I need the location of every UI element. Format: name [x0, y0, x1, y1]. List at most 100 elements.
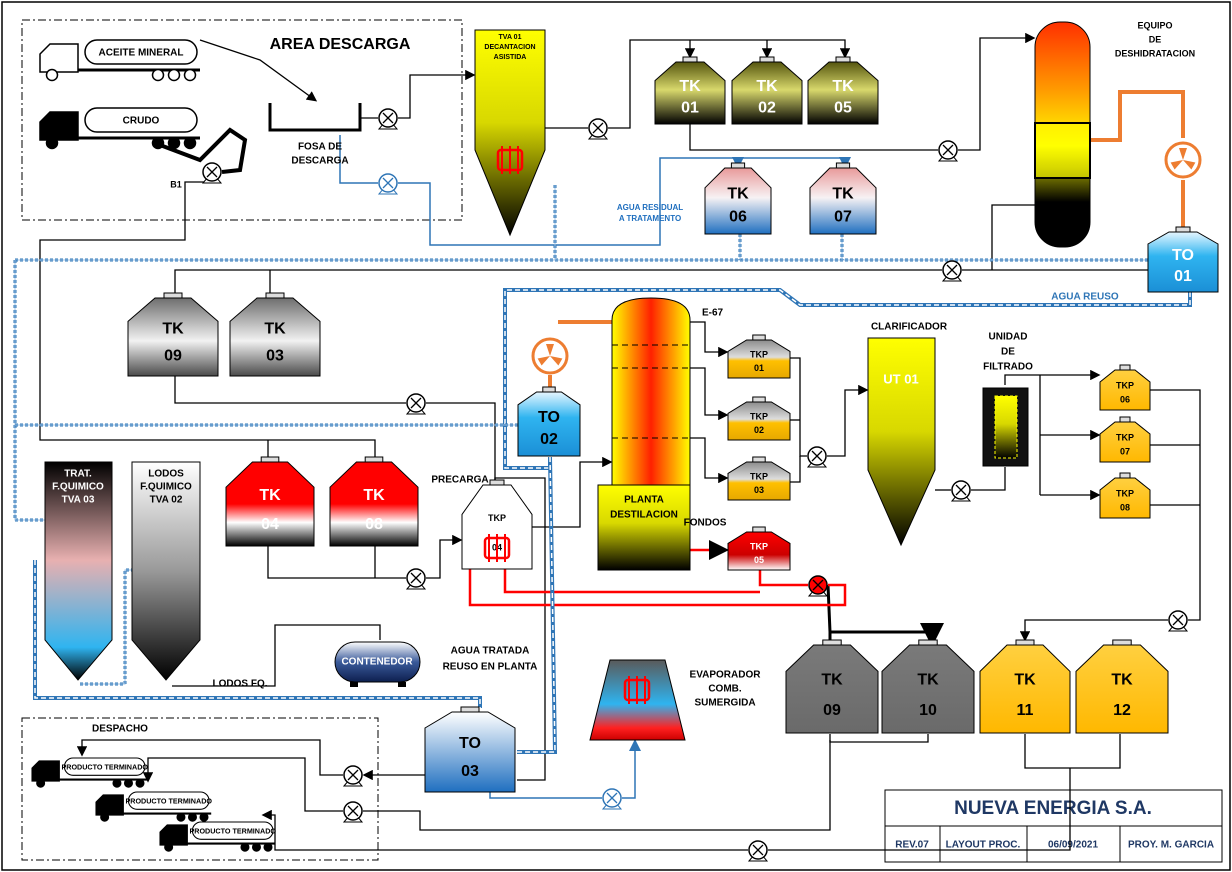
pump: [808, 447, 826, 467]
despacho-title: DESPACHO: [92, 724, 148, 735]
truck-label: PRODUCTO TERMINADO: [189, 826, 276, 835]
label: F.QUIMICO: [140, 482, 192, 493]
truck-label: PRODUCTO TERMINADO: [61, 762, 148, 771]
tank-tag: TK: [832, 186, 854, 203]
tank: [980, 645, 1070, 733]
label: COMB.: [708, 684, 742, 695]
tank-number: 06: [729, 209, 747, 226]
truck-wheel: [125, 779, 133, 787]
tank-tag: TK: [162, 320, 184, 337]
pump: [379, 109, 397, 129]
tank-tag: TO: [538, 409, 560, 426]
pipe: [426, 540, 460, 578]
pipe: [830, 734, 928, 742]
tank-tag: TK: [1014, 671, 1036, 688]
truck-wheel: [169, 70, 180, 81]
tank-tag: TK: [756, 78, 778, 95]
tank-cap: [164, 293, 182, 298]
tank-tag: TK: [259, 487, 281, 504]
pump: [939, 141, 957, 161]
tank-tag: TKP: [750, 472, 768, 482]
truck-wheel: [113, 779, 121, 787]
truck-cab: [96, 795, 123, 815]
pipe-water: [505, 290, 1190, 468]
tank-number: 08: [1120, 502, 1130, 512]
tank-tag: TKP: [750, 542, 768, 552]
distillation-column: [612, 298, 690, 485]
tank-tag: TK: [727, 186, 749, 203]
filter-media: [995, 396, 1017, 458]
tank-number: 07: [834, 209, 852, 226]
tank-number: 08: [365, 516, 383, 533]
tank-number: 05: [754, 555, 764, 565]
tank-number: 09: [823, 702, 841, 719]
label: UNIDAD: [989, 332, 1028, 343]
pipe: [790, 456, 800, 482]
tank-tag: TKP: [1116, 488, 1134, 498]
pump: [943, 261, 961, 281]
truck-wheel: [200, 813, 208, 821]
tank-tag: TK: [917, 671, 939, 688]
container-leg: [350, 682, 358, 687]
tank-cap: [1120, 417, 1130, 422]
tank-tag: TKP: [750, 412, 768, 422]
tank-number: 12: [1113, 702, 1131, 719]
pump: [809, 576, 827, 596]
tank-number: 07: [1120, 446, 1130, 456]
truck-label: PRODUCTO TERMINADO: [125, 796, 212, 805]
pipe: [1005, 375, 1098, 385]
tank-number: 01: [681, 100, 699, 117]
label: B1: [170, 179, 182, 189]
tank-number: 03: [266, 348, 284, 365]
tank-cap: [461, 707, 479, 712]
label: PRECARGA: [431, 475, 488, 486]
label: DE: [1149, 34, 1162, 44]
tank-number: 01: [1174, 268, 1192, 285]
tank-number: 02: [540, 431, 558, 448]
tank-cap: [1113, 640, 1131, 645]
pipe: [268, 546, 406, 578]
tank-tag: TK: [1111, 671, 1133, 688]
label: LODOS FQ.: [213, 679, 268, 690]
tank: [786, 645, 878, 733]
label: PLANTA: [624, 495, 664, 506]
hose: [160, 130, 245, 172]
truck: CRUDO: [40, 108, 200, 149]
tank-cap: [823, 640, 841, 645]
label: DESTILACION: [610, 510, 678, 521]
truck-wheel: [189, 813, 197, 821]
pump: [407, 394, 425, 414]
pump: [749, 841, 767, 861]
label: F.QUIMICO: [52, 482, 104, 493]
truck: ACEITE MINERAL: [40, 40, 200, 81]
tank-cap: [753, 527, 765, 532]
tank-cap: [1016, 640, 1034, 645]
revision: REV.07: [895, 840, 929, 851]
label: DESCARGA: [291, 156, 348, 167]
truck-cab: [40, 44, 78, 72]
tank-tag: TK: [821, 671, 843, 688]
tank-tag: TK: [679, 78, 701, 95]
label: TVA 02: [150, 495, 183, 506]
tank-number: 03: [754, 485, 764, 495]
pipe: [690, 322, 726, 352]
label: EQUIPO: [1137, 20, 1172, 30]
label: AGUA REUSO: [1051, 292, 1119, 303]
pipe: [790, 358, 807, 456]
truck-wheel: [136, 779, 144, 787]
truck-wheel: [169, 138, 180, 149]
pump: [603, 789, 621, 809]
container-leg: [398, 682, 406, 687]
dehydration-section: [1035, 123, 1090, 178]
label: DESHIDRATACION: [1115, 48, 1195, 58]
label: UT 01: [883, 371, 918, 386]
pipe: [175, 376, 406, 403]
tank-cap: [1176, 227, 1190, 232]
tank-cap: [836, 57, 850, 62]
tank-cap: [683, 57, 697, 62]
tank-number: 02: [754, 425, 764, 435]
clarifier: [868, 338, 935, 545]
truck: PRODUCTO TERMINADO: [96, 792, 212, 821]
pipe: [1025, 620, 1168, 639]
date: 06/09/2021: [1048, 840, 1098, 851]
